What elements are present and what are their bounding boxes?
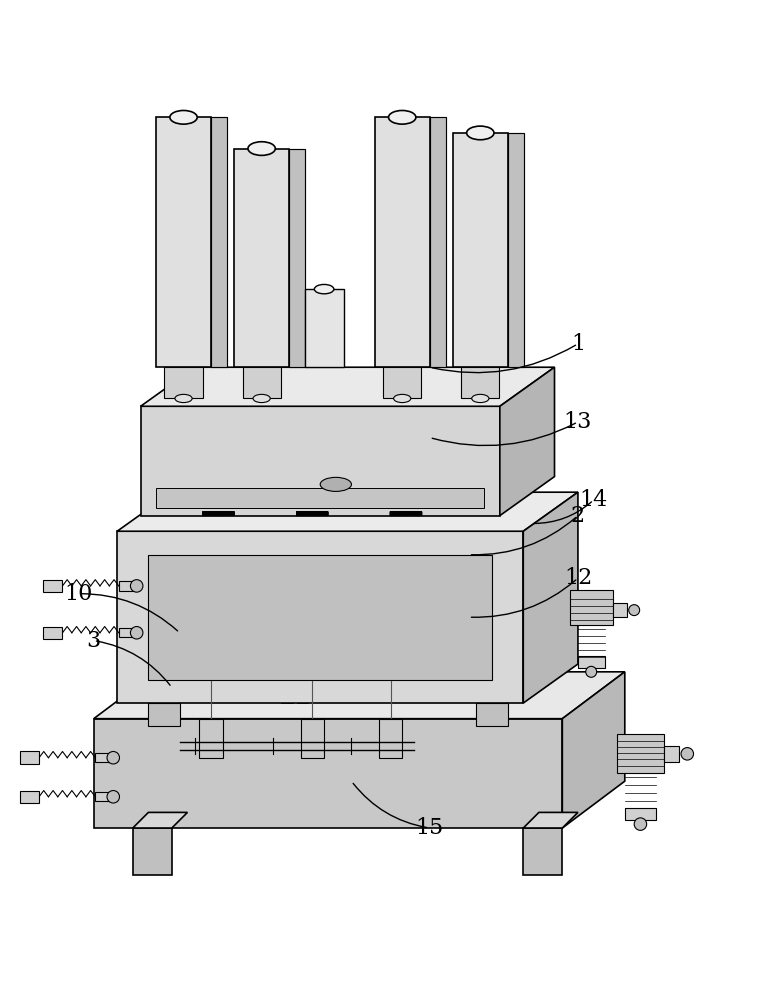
Ellipse shape <box>387 689 410 701</box>
Text: 13: 13 <box>564 411 592 433</box>
Bar <box>570 590 613 625</box>
Polygon shape <box>211 117 227 367</box>
Circle shape <box>130 580 143 592</box>
Ellipse shape <box>253 394 270 403</box>
Ellipse shape <box>170 110 197 124</box>
Bar <box>43 580 62 592</box>
Ellipse shape <box>320 477 351 491</box>
Ellipse shape <box>389 110 416 124</box>
Ellipse shape <box>465 689 488 701</box>
Circle shape <box>634 818 647 830</box>
Ellipse shape <box>314 284 334 294</box>
Bar <box>383 367 422 398</box>
Polygon shape <box>508 133 524 367</box>
Polygon shape <box>523 812 578 828</box>
Bar <box>156 117 211 367</box>
Polygon shape <box>94 672 625 719</box>
Ellipse shape <box>175 394 192 403</box>
Bar <box>43 627 62 639</box>
Text: 1: 1 <box>571 333 585 355</box>
Circle shape <box>681 748 694 760</box>
Ellipse shape <box>467 126 494 140</box>
Bar <box>148 703 180 726</box>
Circle shape <box>586 666 597 677</box>
Polygon shape <box>117 492 578 531</box>
Polygon shape <box>133 812 187 828</box>
Bar <box>20 791 39 803</box>
Bar <box>119 581 134 591</box>
Ellipse shape <box>394 394 411 403</box>
Bar <box>613 603 627 617</box>
Circle shape <box>629 605 640 616</box>
Text: 2: 2 <box>571 505 585 527</box>
Text: 12: 12 <box>564 567 592 589</box>
Bar <box>617 734 664 773</box>
Polygon shape <box>430 117 446 367</box>
Bar <box>453 133 508 367</box>
Ellipse shape <box>248 142 275 155</box>
Bar <box>234 149 289 367</box>
Ellipse shape <box>472 394 489 403</box>
Bar <box>199 719 223 758</box>
Bar <box>301 719 324 758</box>
Text: 15: 15 <box>415 817 444 839</box>
Circle shape <box>107 791 119 803</box>
Bar <box>20 751 39 764</box>
Bar <box>664 746 679 762</box>
Polygon shape <box>523 492 578 703</box>
Bar <box>625 808 656 820</box>
Bar <box>305 289 344 367</box>
Polygon shape <box>281 687 293 703</box>
Bar <box>117 531 523 703</box>
Bar <box>379 719 402 758</box>
Polygon shape <box>500 367 555 516</box>
Bar <box>156 488 484 508</box>
Polygon shape <box>562 672 625 828</box>
Circle shape <box>130 627 143 639</box>
Polygon shape <box>289 149 305 367</box>
Bar <box>148 555 492 680</box>
Bar <box>164 367 203 398</box>
Text: 10: 10 <box>64 583 92 605</box>
Bar <box>94 719 562 828</box>
Bar <box>133 828 172 875</box>
Polygon shape <box>141 367 555 406</box>
Bar <box>375 117 430 367</box>
Circle shape <box>107 751 119 764</box>
Text: 14: 14 <box>580 489 608 511</box>
Bar <box>95 753 111 762</box>
Bar <box>95 792 111 801</box>
Bar <box>141 406 500 516</box>
Bar <box>461 367 500 398</box>
Bar <box>242 367 281 398</box>
Bar <box>578 656 605 668</box>
Bar <box>523 828 562 875</box>
Bar <box>476 703 508 726</box>
Polygon shape <box>297 687 308 703</box>
Ellipse shape <box>230 689 254 701</box>
Bar <box>119 628 134 637</box>
Text: 3: 3 <box>87 630 101 652</box>
